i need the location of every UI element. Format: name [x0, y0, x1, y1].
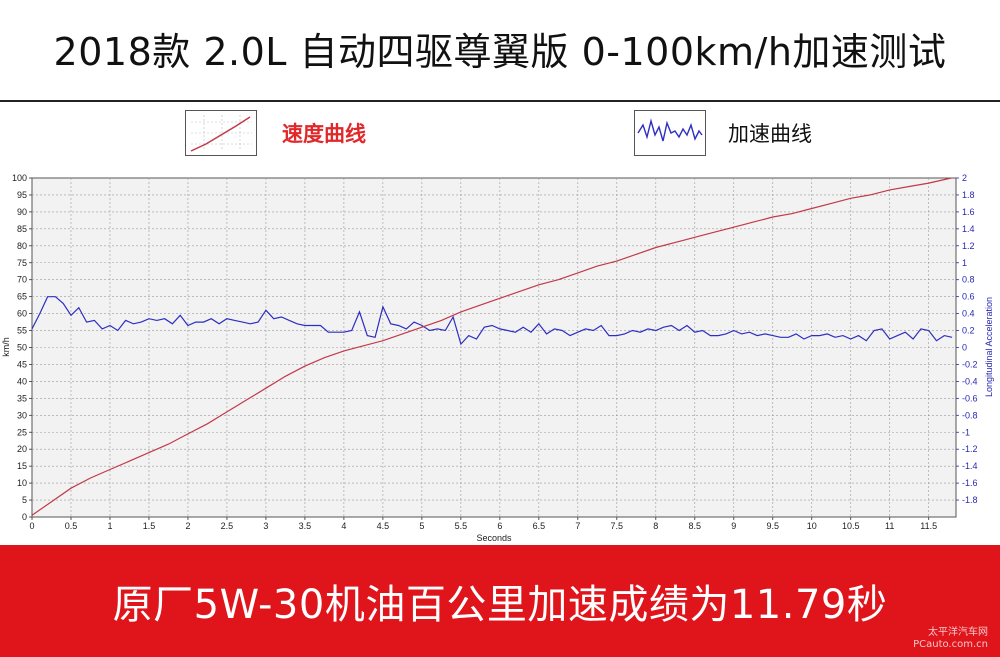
x-tick-label: 1.5 — [143, 521, 156, 531]
y-left-tick-label: 40 — [17, 376, 27, 386]
y-left-tick-label: 100 — [12, 173, 27, 183]
y-left-tick-label: 55 — [17, 326, 27, 336]
y-right-tick-label: 0.2 — [962, 326, 975, 336]
y-left-tick-label: 45 — [17, 359, 27, 369]
speed-legend-label: 速度曲线 — [282, 122, 366, 146]
y-left-tick-label: 5 — [22, 495, 27, 505]
x-tick-label: 1 — [107, 521, 112, 531]
y-right-axis-label: Longitudinal Acceleration — [984, 297, 994, 397]
x-tick-label: 2 — [185, 521, 190, 531]
y-left-tick-label: 15 — [17, 461, 27, 471]
watermark-line1: 太平洋汽车网 — [928, 627, 988, 638]
accel-legend-label: 加速曲线 — [728, 122, 812, 146]
accel-legend-swatch — [634, 110, 706, 156]
y-left-tick-label: 0 — [22, 512, 27, 522]
y-left-tick-label: 95 — [17, 190, 27, 200]
accel-series-line — [31, 296, 953, 346]
y-right-tick-label: -0.4 — [962, 376, 978, 386]
y-right-tick-label: -1.8 — [962, 495, 978, 505]
result-banner-text: 原厂5W-30机油百公里加速成绩为11.79秒 — [112, 582, 888, 628]
y-right-tick-label: -0.2 — [962, 359, 978, 369]
x-tick-label: 11.5 — [920, 521, 937, 531]
x-tick-label: 6 — [497, 521, 502, 531]
y-left-tick-label: 70 — [17, 275, 27, 285]
title-divider — [0, 100, 1000, 102]
y-right-tick-label: 0.6 — [962, 292, 975, 302]
y-left-tick-label: 25 — [17, 427, 27, 437]
y-left-tick-label: 80 — [17, 241, 27, 251]
y-left-tick-label: 60 — [17, 309, 27, 319]
x-tick-label: 5 — [419, 521, 424, 531]
y-right-tick-label: 1.4 — [962, 224, 975, 234]
x-tick-label: 9 — [731, 521, 736, 531]
x-tick-label: 5.5 — [455, 521, 468, 531]
x-tick-label: 2.5 — [221, 521, 234, 531]
x-tick-label: 8 — [653, 521, 658, 531]
x-tick-label: 10.5 — [842, 521, 860, 531]
x-tick-label: 9.5 — [767, 521, 780, 531]
watermark-line2: PCauto.com.cn — [913, 639, 988, 650]
x-tick-label: 0 — [29, 521, 34, 531]
y-right-tick-label: 0.8 — [962, 275, 975, 285]
x-tick-label: 4.5 — [377, 521, 390, 531]
y-right-tick-label: -1.2 — [962, 444, 978, 454]
x-tick-label: 4 — [341, 521, 346, 531]
x-tick-label: 8.5 — [689, 521, 702, 531]
y-left-tick-label: 85 — [17, 224, 27, 234]
y-right-tick-label: 1 — [962, 258, 967, 268]
x-tick-label: 7 — [575, 521, 580, 531]
result-banner: 原厂5W-30机油百公里加速成绩为11.79秒 太平洋汽车网 PCauto.co… — [0, 545, 1000, 657]
x-tick-label: 3.5 — [299, 521, 312, 531]
page-title: 2018款 2.0L 自动四驱尊翼版 0-100km/h加速测试 — [53, 29, 947, 74]
y-right-tick-label: 1.2 — [962, 241, 975, 251]
y-right-tick-label: -1.6 — [962, 478, 978, 488]
y-left-tick-label: 20 — [17, 444, 27, 454]
y-left-tick-label: 50 — [17, 343, 27, 353]
x-tick-label: 6.5 — [533, 521, 546, 531]
y-right-tick-label: -0.8 — [962, 410, 978, 420]
x-tick-label: 11 — [885, 521, 894, 531]
y-left-tick-label: 65 — [17, 292, 27, 302]
y-right-tick-label: 1.6 — [962, 207, 975, 217]
y-left-tick-label: 35 — [17, 393, 27, 403]
y-right-tick-label: -1.4 — [962, 461, 978, 471]
y-left-tick-label: 75 — [17, 258, 27, 268]
speed-series-line — [31, 177, 952, 516]
y-left-tick-label: 30 — [17, 410, 27, 420]
y-right-tick-label: 0.4 — [962, 309, 975, 319]
speed-legend-swatch — [185, 110, 257, 156]
accel-legend-icon — [637, 118, 703, 142]
y-right-tick-label: -0.6 — [962, 393, 978, 403]
x-tick-label: 10 — [807, 521, 817, 531]
speed-legend-icon — [190, 115, 252, 152]
x-tick-label: 0.5 — [65, 521, 78, 531]
y-right-tick-label: 1.8 — [962, 190, 975, 200]
y-right-tick-label: -1 — [962, 427, 970, 437]
watermark: 太平洋汽车网 PCauto.com.cn — [913, 627, 988, 651]
x-tick-label: 7.5 — [611, 521, 624, 531]
y-right-tick-label: 0 — [962, 343, 967, 353]
y-left-tick-label: 10 — [17, 478, 27, 488]
y-left-tick-label: 90 — [17, 207, 27, 217]
x-tick-label: 3 — [263, 521, 268, 531]
y-left-axis-label: km/h — [1, 337, 11, 357]
x-axis-label: Seconds — [476, 533, 512, 543]
y-right-tick-label: 2 — [962, 173, 967, 183]
acceleration-chart: 0510152025303540455055606570758085909510… — [0, 165, 1000, 545]
